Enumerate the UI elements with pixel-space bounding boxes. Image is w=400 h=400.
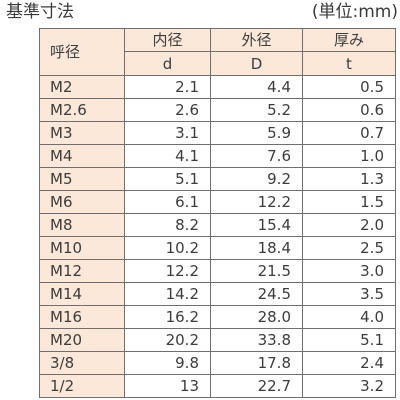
- thickness-cell: 3.0: [302, 259, 396, 283]
- outer-diameter-cell: 15.4: [210, 213, 303, 237]
- thickness-cell: 2.0: [302, 213, 396, 237]
- inner-diameter-cell: 16.2: [124, 305, 211, 329]
- outer-diameter-cell: 9.2: [210, 167, 303, 191]
- outer-diameter-cell: 22.7: [210, 374, 303, 398]
- table-row: M16 16.2 28.0 4.0: [39, 305, 396, 329]
- inner-diameter-cell: 6.1: [124, 190, 211, 214]
- header-outer-diameter: 外径: [210, 28, 303, 52]
- inner-diameter-cell: 5.1: [124, 167, 211, 191]
- outer-diameter-cell: 7.6: [210, 144, 303, 168]
- table-row: M8 8.2 15.4 2.0: [39, 213, 396, 237]
- table-title: 基準寸法: [6, 2, 74, 22]
- thickness-cell: 2.5: [302, 236, 396, 260]
- outer-diameter-cell: 5.9: [210, 121, 303, 145]
- table-row: M4 4.1 7.6 1.0: [39, 144, 396, 168]
- table-row: M10 10.2 18.4 2.5: [39, 236, 396, 260]
- nominal-size-cell: M2: [39, 75, 125, 99]
- table-row: M2 2.1 4.4 0.5: [39, 75, 396, 99]
- outer-diameter-cell: 21.5: [210, 259, 303, 283]
- nominal-size-cell: M6: [39, 190, 125, 214]
- nominal-size-cell: M8: [39, 213, 125, 237]
- outer-diameter-cell: 28.0: [210, 305, 303, 329]
- outer-diameter-cell: 17.8: [210, 351, 303, 375]
- outer-diameter-cell: 18.4: [210, 236, 303, 260]
- nominal-size-cell: M3: [39, 121, 125, 145]
- thickness-cell: 2.4: [302, 351, 396, 375]
- symbol-inner-diameter: d: [124, 51, 211, 76]
- inner-diameter-cell: 2.6: [124, 98, 211, 122]
- unit-label: (単位:mm): [311, 2, 398, 22]
- header-row: 呼径 内径 外径 厚み: [39, 28, 396, 76]
- thickness-cell: 1.5: [302, 190, 396, 214]
- header-nominal-size: 呼径: [39, 28, 125, 76]
- thickness-cell: 1.0: [302, 144, 396, 168]
- table-row: M12 12.2 21.5 3.0: [39, 259, 396, 283]
- table-caption: 基準寸法 (単位:mm): [0, 0, 400, 26]
- nominal-size-cell: 3/8: [39, 351, 125, 375]
- table-row: M14 14.2 24.5 3.5: [39, 282, 396, 306]
- nominal-size-cell: M5: [39, 167, 125, 191]
- nominal-size-cell: M16: [39, 305, 125, 329]
- thickness-cell: 3.5: [302, 282, 396, 306]
- nominal-size-cell: M10: [39, 236, 125, 260]
- table-header: 呼径 内径 外径 厚み d D t: [39, 28, 396, 76]
- table-row: 1/2 13 22.7 3.2: [39, 374, 396, 398]
- dimension-table: 呼径 内径 外径 厚み d D t M2 2.1 4.4 0.5 M2.6 2.6 5.2 0…: [39, 28, 396, 398]
- symbol-row: d D t: [40, 51, 396, 76]
- header-thickness: 厚み: [302, 28, 396, 52]
- inner-diameter-cell: 4.1: [124, 144, 211, 168]
- thickness-cell: 0.6: [302, 98, 396, 122]
- thickness-cell: 3.2: [302, 374, 396, 398]
- outer-diameter-cell: 5.2: [210, 98, 303, 122]
- table-row: M6 6.1 12.2 1.5: [39, 190, 396, 214]
- nominal-size-cell: M2.6: [39, 98, 125, 122]
- inner-diameter-cell: 10.2: [124, 236, 211, 260]
- thickness-cell: 1.3: [302, 167, 396, 191]
- thickness-cell: 0.7: [302, 121, 396, 145]
- inner-diameter-cell: 9.8: [124, 351, 211, 375]
- thickness-cell: 0.5: [302, 75, 396, 99]
- inner-diameter-cell: 20.2: [124, 328, 211, 352]
- outer-diameter-cell: 4.4: [210, 75, 303, 99]
- nominal-size-cell: M12: [39, 259, 125, 283]
- outer-diameter-cell: 12.2: [210, 190, 303, 214]
- table-row: 3/8 9.8 17.8 2.4: [39, 351, 396, 375]
- nominal-size-cell: M20: [39, 328, 125, 352]
- thickness-cell: 5.1: [302, 328, 396, 352]
- outer-diameter-cell: 33.8: [210, 328, 303, 352]
- header-inner-diameter: 内径: [124, 28, 211, 52]
- inner-diameter-cell: 3.1: [124, 121, 211, 145]
- table-body: M2 2.1 4.4 0.5 M2.6 2.6 5.2 0.6 M3 3.1 5.9 0.7 M4 4.1…: [39, 75, 396, 398]
- inner-diameter-cell: 13: [124, 374, 211, 398]
- inner-diameter-cell: 2.1: [124, 75, 211, 99]
- inner-diameter-cell: 12.2: [124, 259, 211, 283]
- inner-diameter-cell: 14.2: [124, 282, 211, 306]
- table-row: M3 3.1 5.9 0.7: [39, 121, 396, 145]
- outer-diameter-cell: 24.5: [210, 282, 303, 306]
- table-row: M2.6 2.6 5.2 0.6: [39, 98, 396, 122]
- nominal-size-cell: 1/2: [39, 374, 125, 398]
- nominal-size-cell: M14: [39, 282, 125, 306]
- nominal-size-cell: M4: [39, 144, 125, 168]
- thickness-cell: 4.0: [302, 305, 396, 329]
- table-row: M20 20.2 33.8 5.1: [39, 328, 396, 352]
- inner-diameter-cell: 8.2: [124, 213, 211, 237]
- table-row: M5 5.1 9.2 1.3: [39, 167, 396, 191]
- symbol-outer-diameter: D: [210, 51, 303, 76]
- symbol-thickness: t: [302, 51, 396, 76]
